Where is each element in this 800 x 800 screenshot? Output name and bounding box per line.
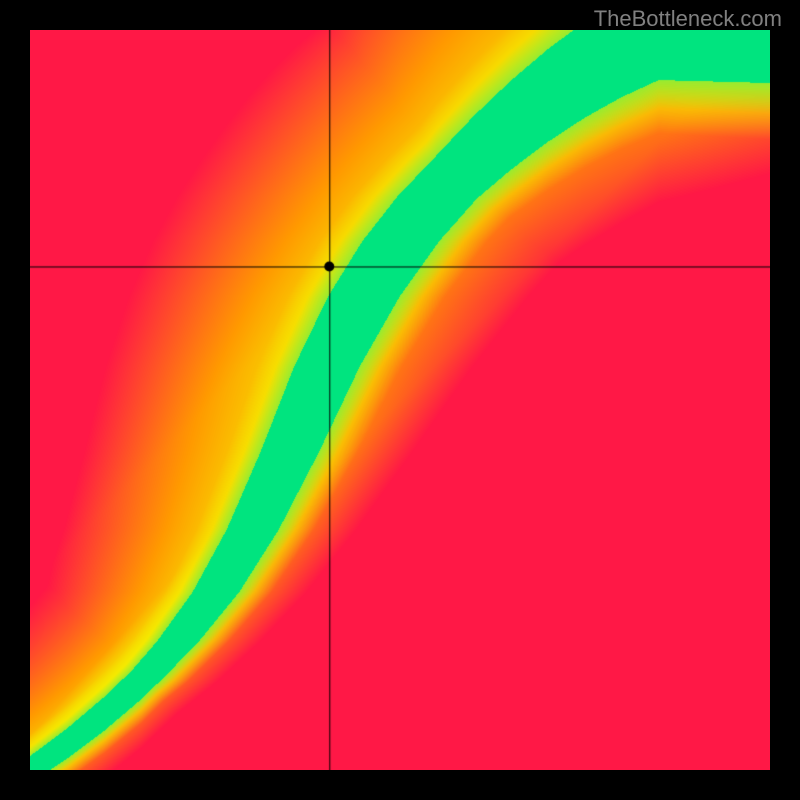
bottleneck-heatmap xyxy=(30,30,770,770)
watermark-label: TheBottleneck.com xyxy=(594,6,782,32)
